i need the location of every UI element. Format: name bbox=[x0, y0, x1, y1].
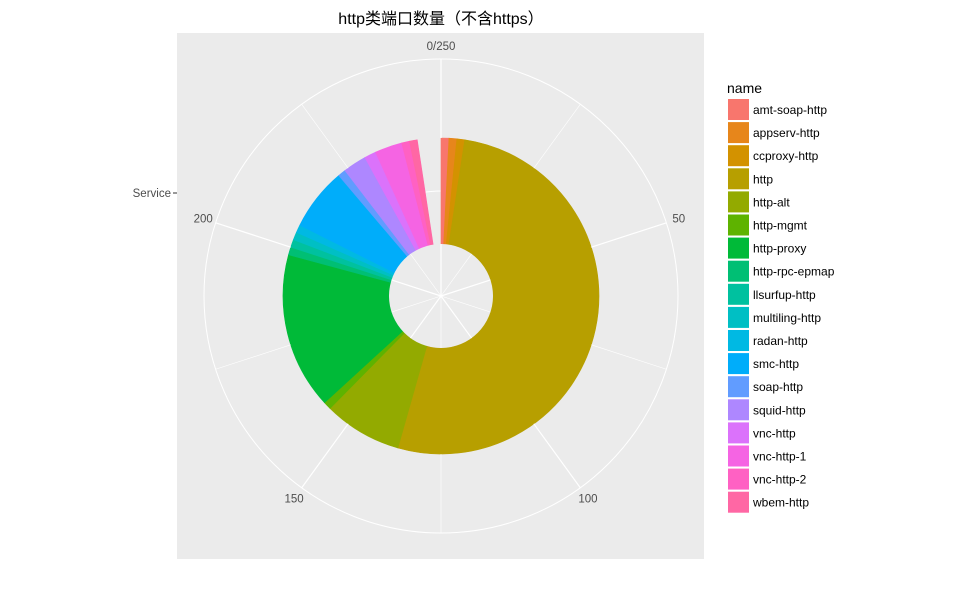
legend-key-vnc-http bbox=[728, 422, 749, 444]
legend: name amt-soap-http appserv-http ccproxy-ht… bbox=[727, 80, 835, 513]
spoke-outer bbox=[215, 344, 291, 370]
legend-label-http-proxy: http-proxy bbox=[753, 242, 806, 256]
legend-key-http-mgmt bbox=[728, 214, 749, 236]
spoke-lines bbox=[215, 59, 667, 533]
spoke-inner bbox=[440, 279, 491, 297]
legend-label-radan-http: radan-http bbox=[753, 334, 808, 348]
legend-key-vnc-http-2 bbox=[728, 468, 749, 490]
spoke-inner bbox=[440, 295, 473, 339]
legend-label-llsurfup-http: llsurfup-http bbox=[753, 288, 816, 302]
legend-label-http-alt: http-alt bbox=[753, 195, 790, 209]
theta-tick-150: 150 bbox=[284, 493, 303, 505]
legend-key-vnc-http-1 bbox=[728, 445, 749, 467]
theta-tick-50: 50 bbox=[672, 214, 685, 226]
spoke-inner bbox=[440, 253, 472, 297]
spoke-inner bbox=[440, 295, 491, 313]
legend-label-http-mgmt: http-mgmt bbox=[753, 219, 808, 233]
legend-key-multiling-http bbox=[728, 306, 749, 328]
legend-key-smc-http bbox=[728, 353, 749, 375]
legend-key-http-proxy bbox=[728, 237, 749, 259]
legend-key-http-alt bbox=[728, 191, 749, 213]
legend-key-appserv-http bbox=[728, 122, 749, 144]
legend-key-wbem-http bbox=[728, 491, 749, 513]
y-axis-tick: Service bbox=[133, 188, 177, 200]
legend-key-ccproxy-http bbox=[728, 145, 749, 167]
pie-slices bbox=[282, 137, 600, 455]
legend-key-http bbox=[728, 168, 749, 190]
legend-key-soap-http bbox=[728, 376, 749, 398]
legend-label-appserv-http: appserv-http bbox=[753, 126, 820, 140]
chart-title: http类端口数量（不含https） bbox=[338, 10, 543, 28]
spoke-inner bbox=[409, 295, 442, 339]
legend-label-vnc-http: vnc-http bbox=[753, 426, 796, 440]
theta-tick-labels: 0/250 50 100 150 200 bbox=[194, 41, 686, 505]
legend-key-llsurfup-http bbox=[728, 283, 749, 305]
spoke-inner bbox=[391, 295, 442, 313]
legend-key-http-rpc-epmap bbox=[728, 260, 749, 282]
legend-label-smc-http: smc-http bbox=[753, 357, 799, 371]
y-axis-tick-label: Service bbox=[133, 188, 171, 200]
theta-tick-0: 0/250 bbox=[427, 41, 456, 53]
spoke-outer bbox=[591, 222, 667, 248]
legend-label-multiling-http: multiling-http bbox=[753, 311, 821, 325]
spoke-outer bbox=[301, 104, 349, 169]
legend-label-wbem-http: wbem-http bbox=[752, 496, 809, 510]
spoke-outer bbox=[533, 104, 581, 169]
legend-label-amt-soap-http: amt-soap-http bbox=[753, 103, 827, 117]
spoke-inner bbox=[391, 279, 442, 297]
legend-label-ccproxy-http: ccproxy-http bbox=[753, 149, 819, 163]
theta-tick-200: 200 bbox=[194, 214, 213, 226]
legend-key-amt-soap-http bbox=[728, 99, 749, 120]
legend-title: name bbox=[727, 80, 762, 96]
legend-label-vnc-http-2: vnc-http-2 bbox=[753, 473, 807, 487]
legend-label-http-rpc-epmap: http-rpc-epmap bbox=[753, 265, 835, 279]
spoke-outer bbox=[301, 423, 349, 489]
legend-label-vnc-http-1: vnc-http-1 bbox=[753, 450, 807, 464]
legend-label-soap-http: soap-http bbox=[753, 380, 803, 394]
legend-label-squid-http: squid-http bbox=[753, 403, 806, 417]
legend-label-http: http bbox=[753, 172, 773, 186]
spoke-outer bbox=[591, 344, 667, 370]
spoke-outer bbox=[533, 423, 581, 489]
legend-key-squid-http bbox=[728, 399, 749, 421]
theta-tick-100: 100 bbox=[578, 493, 597, 505]
spoke-outer bbox=[215, 222, 291, 248]
spoke-inner bbox=[410, 253, 442, 297]
legend-key-radan-http bbox=[728, 330, 749, 351]
